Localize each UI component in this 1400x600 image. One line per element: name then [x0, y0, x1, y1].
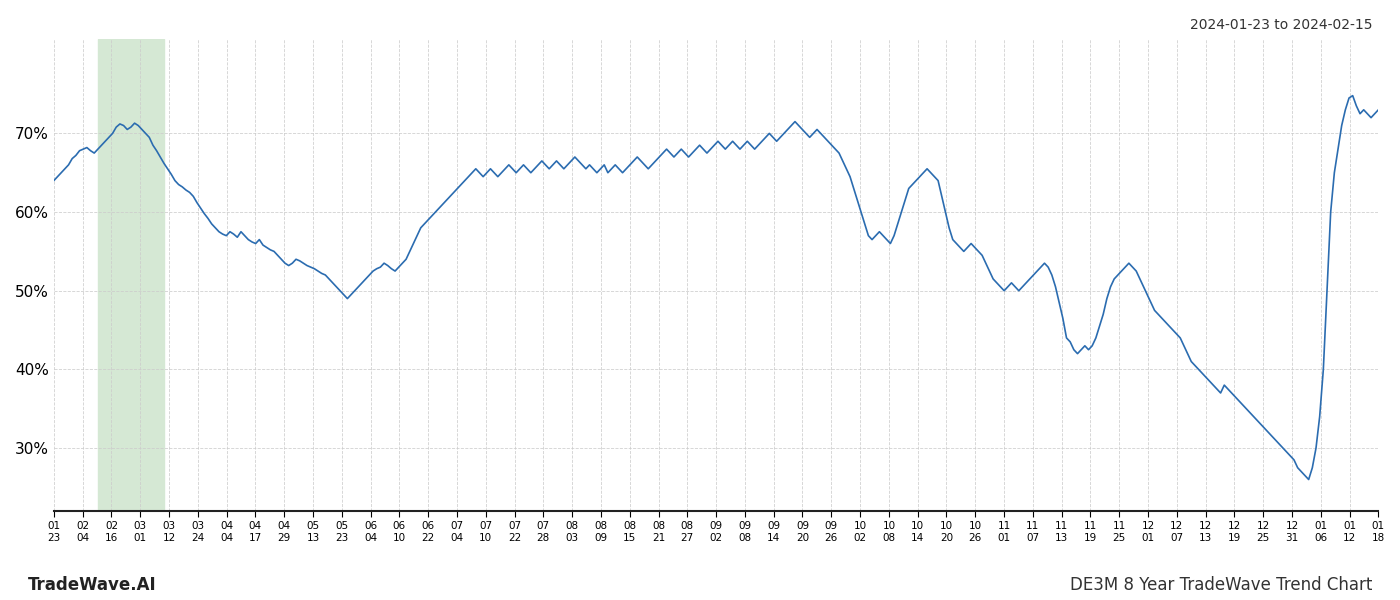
Text: 2024-01-23 to 2024-02-15: 2024-01-23 to 2024-02-15	[1190, 18, 1372, 32]
Text: DE3M 8 Year TradeWave Trend Chart: DE3M 8 Year TradeWave Trend Chart	[1070, 576, 1372, 594]
Text: TradeWave.AI: TradeWave.AI	[28, 576, 157, 594]
Bar	[98, 39, 164, 511]
